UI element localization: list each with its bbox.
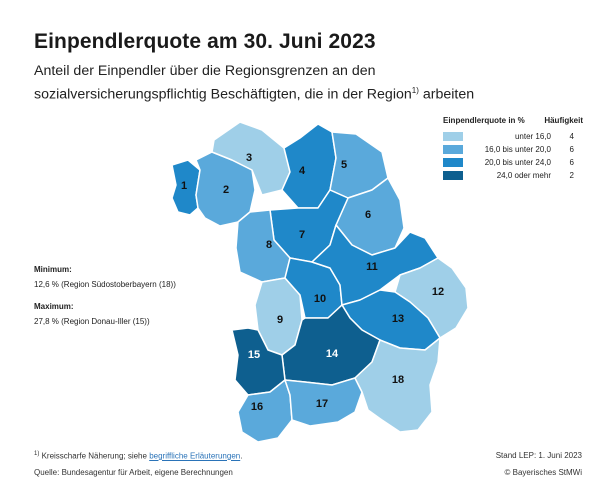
- region-label-6: 6: [365, 209, 371, 221]
- region-1[interactable]: [171, 159, 201, 216]
- legend-range: 16,0 bis unter 20,0: [484, 145, 551, 154]
- legend-row: 24,0 oder mehr 2: [443, 171, 583, 180]
- region-label-5: 5: [341, 159, 347, 171]
- region-label-18: 18: [392, 374, 404, 386]
- legend-range: unter 16,0: [514, 132, 551, 141]
- region-label-3: 3: [246, 152, 252, 164]
- legend-count-header: Häufigkeit: [544, 116, 583, 125]
- maximum-label: Maximum:: [34, 302, 74, 311]
- map-title: Einpendlerquote am 30. Juni 2023: [34, 30, 376, 53]
- minimum-label: Minimum:: [34, 265, 72, 274]
- legend-swatch: [443, 145, 463, 154]
- legend-range: 24,0 oder mehr: [496, 171, 551, 180]
- source-note: Quelle: Bundesagentur für Arbeit, eigene…: [34, 468, 233, 477]
- region-18[interactable]: [354, 337, 441, 433]
- legend-header: Einpendlerquote in % Häufigkeit: [443, 116, 583, 128]
- legend-count: 2: [569, 171, 574, 180]
- legend-row: unter 16,0 4: [443, 132, 583, 141]
- footnote-text: Kreisscharfe Näherung; siehe: [39, 451, 150, 461]
- map-legend: Einpendlerquote in % Häufigkeit unter 16…: [443, 116, 583, 180]
- region-17[interactable]: [284, 377, 363, 427]
- legend-title: Einpendlerquote in %: [443, 116, 525, 125]
- footnote-end: .: [240, 451, 243, 461]
- region-label-2: 2: [223, 184, 229, 196]
- legend-swatch: [443, 132, 463, 141]
- footnote-marker: 1): [34, 451, 40, 457]
- minimum-block: Minimum: 12,6 % (Region Südostoberbayern…: [34, 265, 176, 289]
- stand-note: Stand LEP: 1. Juni 2023: [495, 451, 582, 460]
- region-label-15: 15: [248, 349, 260, 361]
- region-label-4: 4: [299, 165, 306, 177]
- region-label-12: 12: [432, 286, 444, 298]
- legend-row: 16,0 bis unter 20,0 6: [443, 145, 583, 154]
- region-label-14: 14: [326, 348, 339, 360]
- region-label-17: 17: [316, 398, 328, 410]
- region-label-8: 8: [266, 239, 272, 251]
- region-16[interactable]: [237, 379, 293, 443]
- maximum-block: Maximum: 27,8 % (Region Donau-Iller (15)…: [34, 302, 150, 326]
- copyright-note: © Bayerisches StMWi: [504, 468, 582, 477]
- legend-swatch: [443, 158, 463, 167]
- legend-row: 20,0 bis unter 24,0 6: [443, 158, 583, 167]
- subtitle-footnote-marker: 1): [411, 86, 419, 95]
- region-label-13: 13: [392, 313, 404, 325]
- region-label-11: 11: [366, 261, 378, 273]
- footnote: 1) Kreisscharfe Näherung; siehe begriffl…: [34, 451, 242, 461]
- legend-swatch: [443, 171, 463, 180]
- region-label-9: 9: [277, 314, 283, 326]
- footnote-link[interactable]: begriffliche Erläuterungen: [149, 451, 241, 461]
- map-subtitle: Anteil der Einpendler über die Regionsgr…: [34, 62, 504, 105]
- region-label-10: 10: [314, 293, 326, 305]
- legend-count: 4: [569, 132, 574, 141]
- region-label-7: 7: [299, 229, 305, 241]
- region-label-1: 1: [181, 180, 187, 192]
- legend-range: 20,0 bis unter 24,0: [484, 158, 551, 167]
- subtitle-end: arbeiten: [418, 86, 475, 103]
- maximum-value: 27,8 % (Region Donau-Iller (15)): [34, 317, 150, 326]
- subtitle-text: Anteil der Einpendler über die Regionsgr…: [34, 63, 412, 103]
- legend-count: 6: [569, 145, 574, 154]
- legend-count: 6: [569, 158, 574, 167]
- minimum-value: 12,6 % (Region Südostoberbayern (18)): [34, 280, 176, 289]
- region-label-16: 16: [251, 401, 263, 413]
